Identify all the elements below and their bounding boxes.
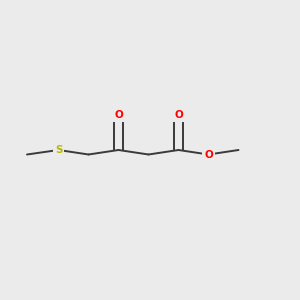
Text: O: O xyxy=(204,149,213,160)
Text: O: O xyxy=(114,110,123,121)
Text: O: O xyxy=(174,110,183,121)
Text: S: S xyxy=(55,145,62,155)
